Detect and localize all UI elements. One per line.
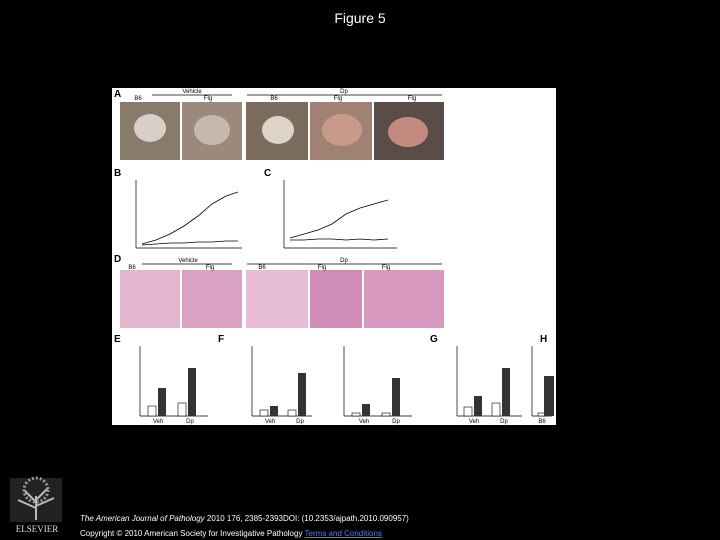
panel-label: H bbox=[540, 334, 547, 345]
figure-label: Dp bbox=[186, 419, 194, 425]
citation: The American Journal of Pathology 2010 1… bbox=[80, 514, 409, 523]
figure-label: Veh bbox=[359, 419, 369, 425]
histology-image bbox=[364, 270, 444, 328]
figure-label: B6 bbox=[538, 419, 546, 425]
panel-label: F bbox=[218, 334, 224, 345]
figure-label: Flg bbox=[206, 265, 214, 271]
panel-label: A bbox=[114, 89, 121, 100]
terms-link[interactable]: Terms and Conditions bbox=[304, 529, 382, 538]
figure-label: Dp bbox=[392, 419, 400, 425]
figure-label: Vehicle bbox=[182, 89, 202, 95]
figure-label: Flg bbox=[382, 265, 390, 271]
figure-label: Flg bbox=[318, 265, 326, 271]
figure-label: Veh bbox=[153, 419, 163, 425]
panel-label: G bbox=[430, 334, 438, 345]
figure-label: Dp bbox=[500, 419, 508, 425]
copyright: Copyright © 2010 American Society for In… bbox=[80, 529, 303, 538]
panel-label: C bbox=[264, 168, 271, 179]
figure-label: Veh bbox=[469, 419, 479, 425]
figure: A B C D E F G H Vehicle Dp B6 Flg B6 Flg Flg Vehicle Dp B… bbox=[112, 88, 574, 425]
figure-label: Dp bbox=[340, 258, 348, 264]
histology-image bbox=[182, 270, 242, 328]
figure-label: Vehicle bbox=[178, 258, 198, 264]
figure-label: Dp bbox=[296, 419, 304, 425]
figure-label: Flg bbox=[408, 96, 416, 102]
copyright-line: Copyright © 2010 American Society for In… bbox=[80, 529, 382, 538]
panel-label: D bbox=[114, 254, 121, 265]
figure-label: Veh bbox=[265, 419, 275, 425]
citation-details: 2010 176, 2385-2393DOI: (10.2353/ajpath.… bbox=[204, 514, 409, 523]
panel-label: B bbox=[114, 168, 121, 179]
figure-label: B6 bbox=[128, 265, 136, 271]
histology-image bbox=[120, 270, 180, 328]
figure-label: B6 bbox=[134, 96, 142, 102]
slide-title: Figure 5 bbox=[334, 10, 386, 26]
figure-label: B6 bbox=[270, 96, 278, 102]
figure-label: Flg bbox=[204, 96, 212, 102]
logo-text: ELSEVIER bbox=[16, 524, 59, 534]
figure-label: Dp bbox=[340, 89, 348, 95]
histology-image bbox=[246, 270, 308, 328]
histology-image bbox=[310, 270, 362, 328]
figure-label: Flg bbox=[334, 96, 342, 102]
publisher-logo: ELSEVIER bbox=[10, 476, 62, 534]
panel-label: E bbox=[114, 334, 121, 345]
journal-name: The American Journal of Pathology bbox=[80, 514, 205, 523]
figure-label: B6 bbox=[258, 265, 266, 271]
